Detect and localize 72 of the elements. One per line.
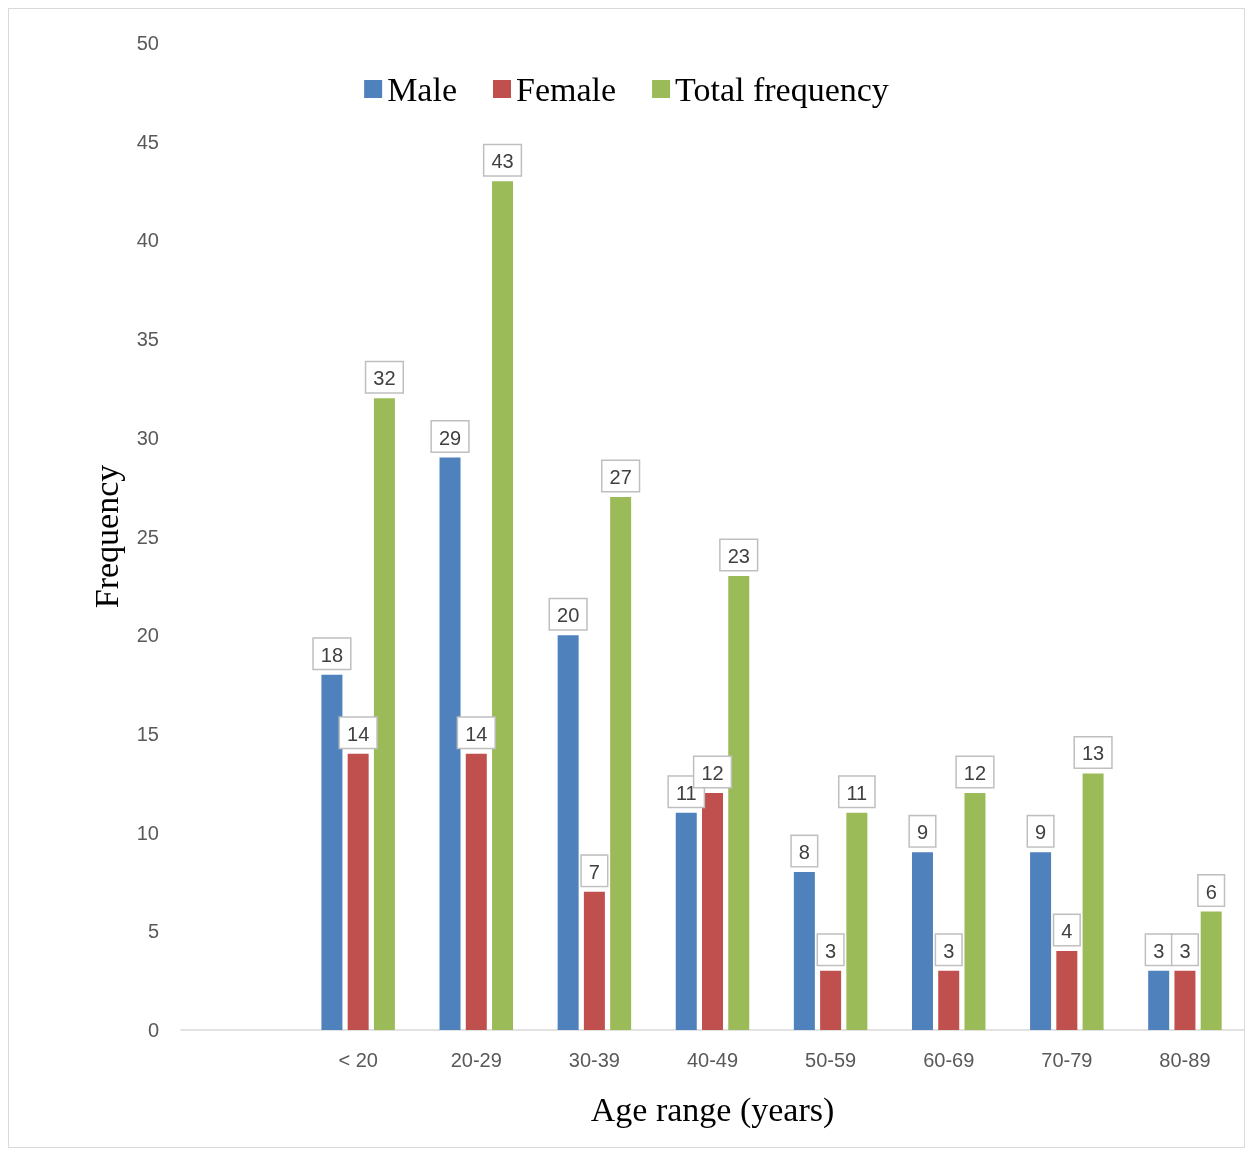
bar — [1148, 970, 1170, 1030]
data-label: 8 — [798, 841, 810, 864]
bar — [1056, 951, 1078, 1030]
y-axis-title: Frequency — [87, 464, 125, 609]
data-label: 7 — [588, 860, 600, 883]
x-tick-label: 30-39 — [568, 1049, 620, 1071]
data-label: 32 — [373, 367, 396, 390]
data-label: 27 — [609, 466, 632, 489]
bar — [728, 575, 750, 1030]
y-tick-label: 50 — [136, 32, 159, 54]
y-tick-label: 10 — [136, 821, 159, 844]
bar — [1200, 911, 1222, 1030]
bar — [439, 457, 461, 1030]
y-tick-label: 45 — [136, 130, 159, 153]
data-label: 20 — [557, 604, 580, 627]
bar — [610, 497, 632, 1030]
data-label: 3 — [1179, 939, 1191, 962]
x-tick-label: 60-69 — [923, 1049, 975, 1071]
data-label: 23 — [727, 544, 750, 567]
bar — [911, 852, 933, 1030]
x-tick-label: 80-89 — [1159, 1049, 1211, 1071]
bar — [492, 181, 514, 1030]
bar — [964, 793, 986, 1030]
bar — [675, 812, 697, 1030]
legend-label: Female — [516, 70, 617, 108]
legend-label: Total frequency — [675, 70, 889, 108]
data-label: 11 — [675, 781, 697, 804]
y-tick-label: 5 — [147, 920, 159, 943]
x-tick-label: 20-29 — [450, 1049, 502, 1071]
y-tick-label: 30 — [136, 426, 159, 449]
data-label: 9 — [1035, 821, 1047, 844]
x-axis-title: Age range (years) — [590, 1090, 835, 1129]
bar — [347, 753, 369, 1030]
y-tick-label: 0 — [147, 1019, 159, 1041]
x-tick-label: < 20 — [338, 1049, 378, 1071]
bar — [465, 753, 487, 1030]
data-label: 4 — [1061, 920, 1073, 943]
data-label: 12 — [701, 762, 724, 785]
data-label: 14 — [465, 722, 488, 745]
bar — [938, 970, 960, 1030]
data-label: 9 — [916, 821, 929, 844]
bar — [1082, 773, 1104, 1030]
bar — [1030, 852, 1052, 1030]
y-tick-label: 40 — [136, 229, 159, 252]
bar — [702, 793, 723, 1030]
bar — [793, 872, 815, 1030]
data-label: 3 — [1153, 939, 1165, 962]
bar — [321, 674, 343, 1030]
data-label: 3 — [943, 939, 955, 962]
data-label: 3 — [825, 939, 837, 962]
data-label: 12 — [963, 762, 987, 785]
data-label: 6 — [1205, 880, 1217, 903]
data-label: 29 — [438, 426, 462, 449]
x-tick-label: 50-59 — [805, 1049, 857, 1071]
legend-label: Male — [387, 70, 457, 108]
data-label: 14 — [347, 722, 370, 745]
bar — [373, 398, 395, 1030]
y-tick-label: 15 — [136, 722, 159, 745]
y-tick-label: 20 — [136, 624, 159, 647]
data-label: 18 — [320, 643, 344, 666]
data-label: 43 — [491, 150, 514, 173]
bar — [557, 635, 579, 1030]
y-tick-label: 25 — [136, 525, 159, 548]
x-tick-label: 40-49 — [686, 1049, 739, 1071]
x-tick-label: 70-79 — [1041, 1049, 1093, 1071]
bar — [820, 970, 842, 1030]
data-label: 11 — [846, 781, 868, 804]
y-tick-label: 35 — [136, 328, 159, 351]
bar — [1174, 970, 1196, 1030]
bar — [583, 891, 605, 1030]
bar — [846, 812, 868, 1030]
data-label: 13 — [1081, 742, 1105, 765]
